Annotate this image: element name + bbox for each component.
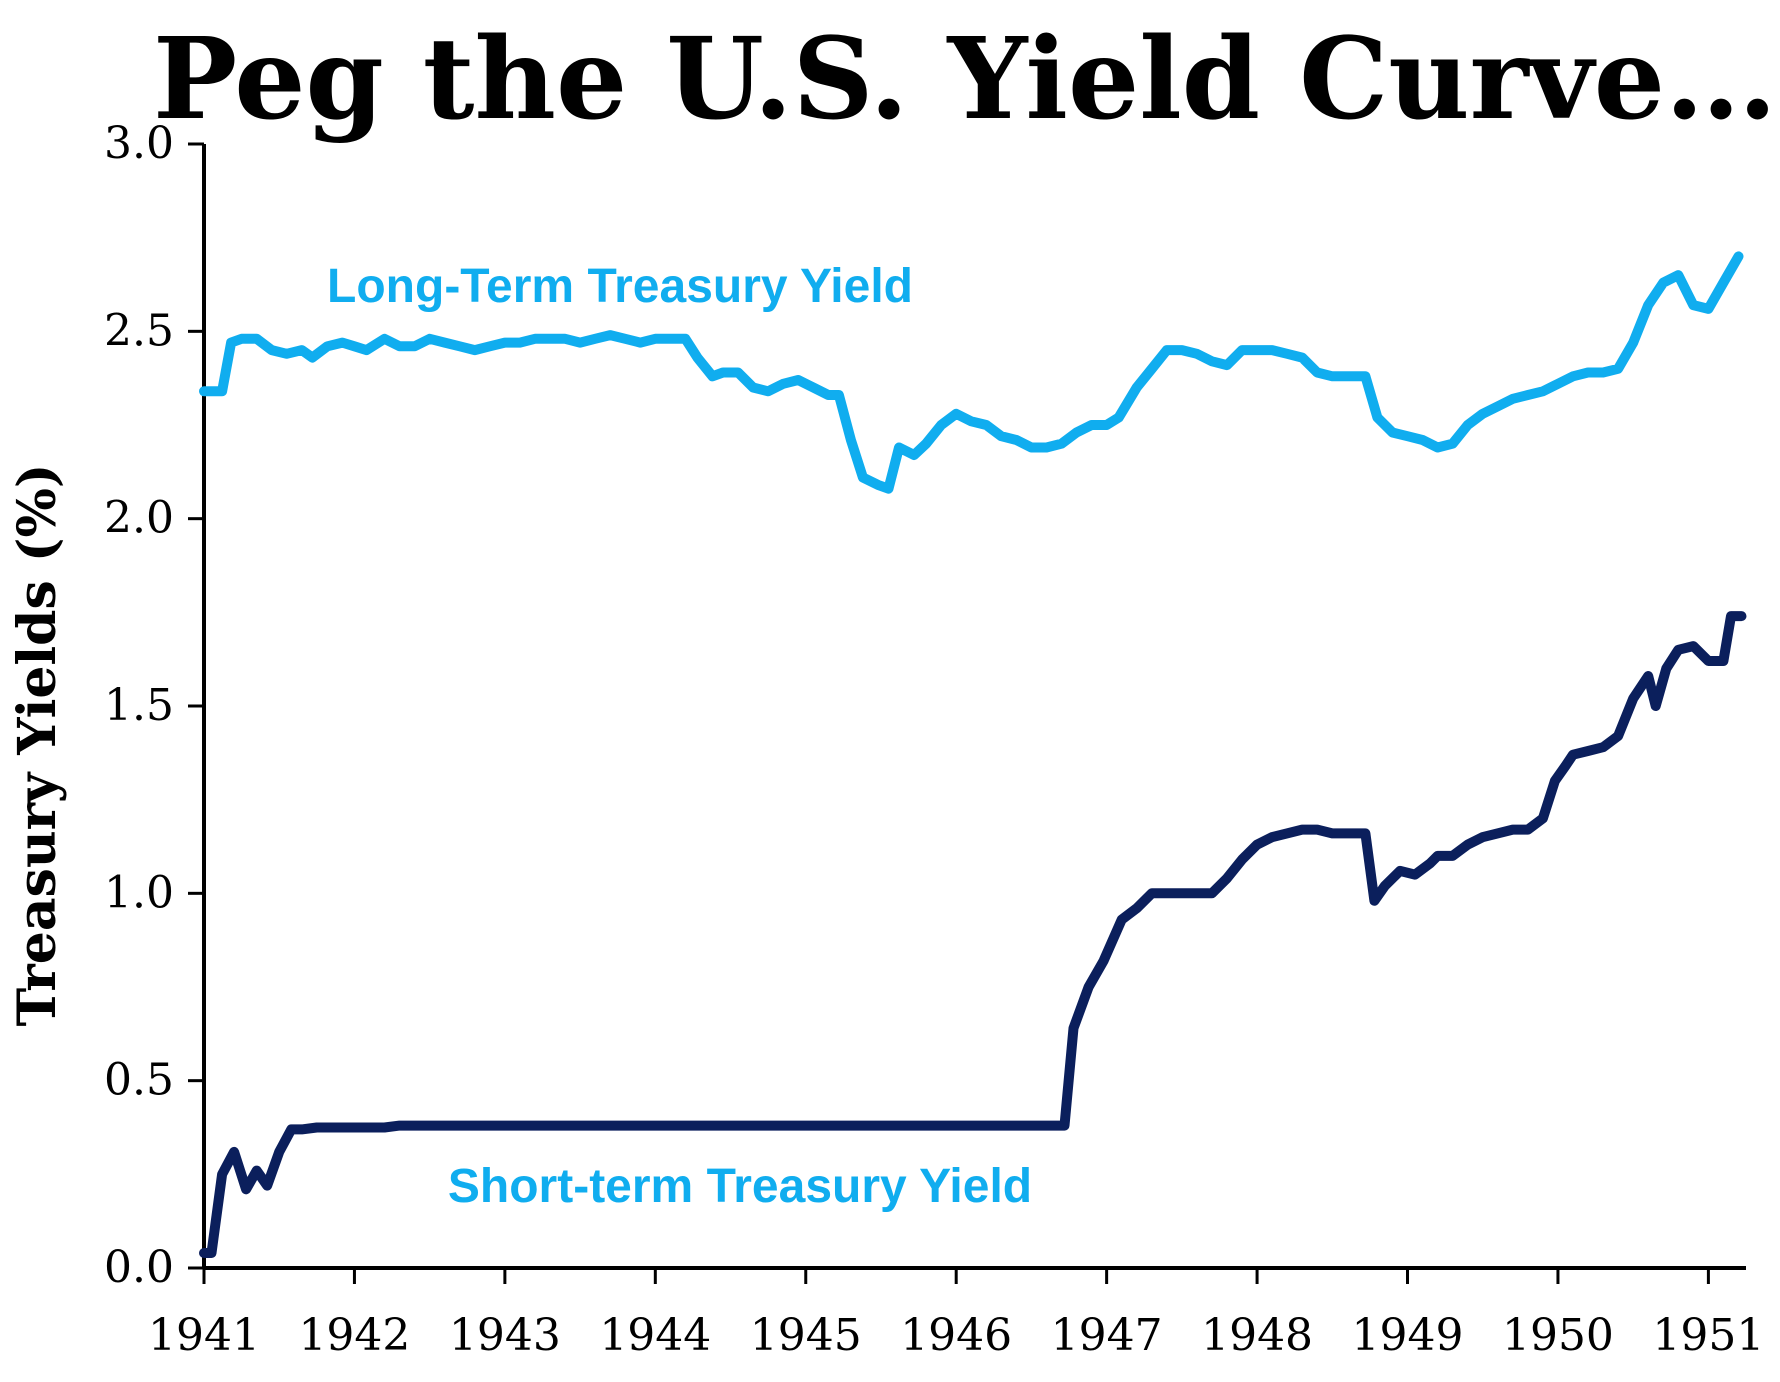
y-tick-label: 3.0 [104, 118, 174, 169]
y-tick-label: 2.5 [104, 305, 174, 356]
x-tick-label: 1943 [449, 1310, 561, 1361]
ticks: 0.0 0.5 1.0 1.5 2.0 2.5 3.0 1941 1942 1943 1944 194… [104, 118, 1764, 1361]
y-tick-label: 0.0 [104, 1242, 174, 1293]
x-tick-label: 1941 [148, 1310, 260, 1361]
x-tick-label: 1949 [1352, 1310, 1464, 1361]
long-term-series-label: Long-Term Treasury Yield [327, 260, 913, 313]
x-tick-label: 1948 [1201, 1310, 1313, 1361]
x-tick-label: 1950 [1502, 1310, 1614, 1361]
y-tick-label: 0.5 [104, 1055, 174, 1106]
long-term-yield-line [199, 251, 1744, 494]
x-tick-label: 1944 [599, 1310, 711, 1361]
x-tick-label: 1951 [1652, 1310, 1764, 1361]
series-layer [199, 251, 1747, 1258]
x-tick-label: 1945 [750, 1310, 862, 1361]
chart-title: Peg the U.S. Yield Curve… [153, 14, 1777, 145]
y-tick-label: 1.5 [104, 680, 174, 731]
y-tick-label: 1.0 [104, 867, 174, 918]
y-axis-label: Treasury Yields (%) [7, 463, 68, 1026]
y-tick-label: 2.0 [104, 493, 174, 544]
x-tick-label: 1947 [1051, 1310, 1163, 1361]
x-tick-label: 1942 [298, 1310, 410, 1361]
short-term-yield-line [199, 611, 1747, 1258]
x-tick-label: 1946 [900, 1310, 1012, 1361]
short-term-series-label: Short-term Treasury Yield [448, 1160, 1032, 1213]
